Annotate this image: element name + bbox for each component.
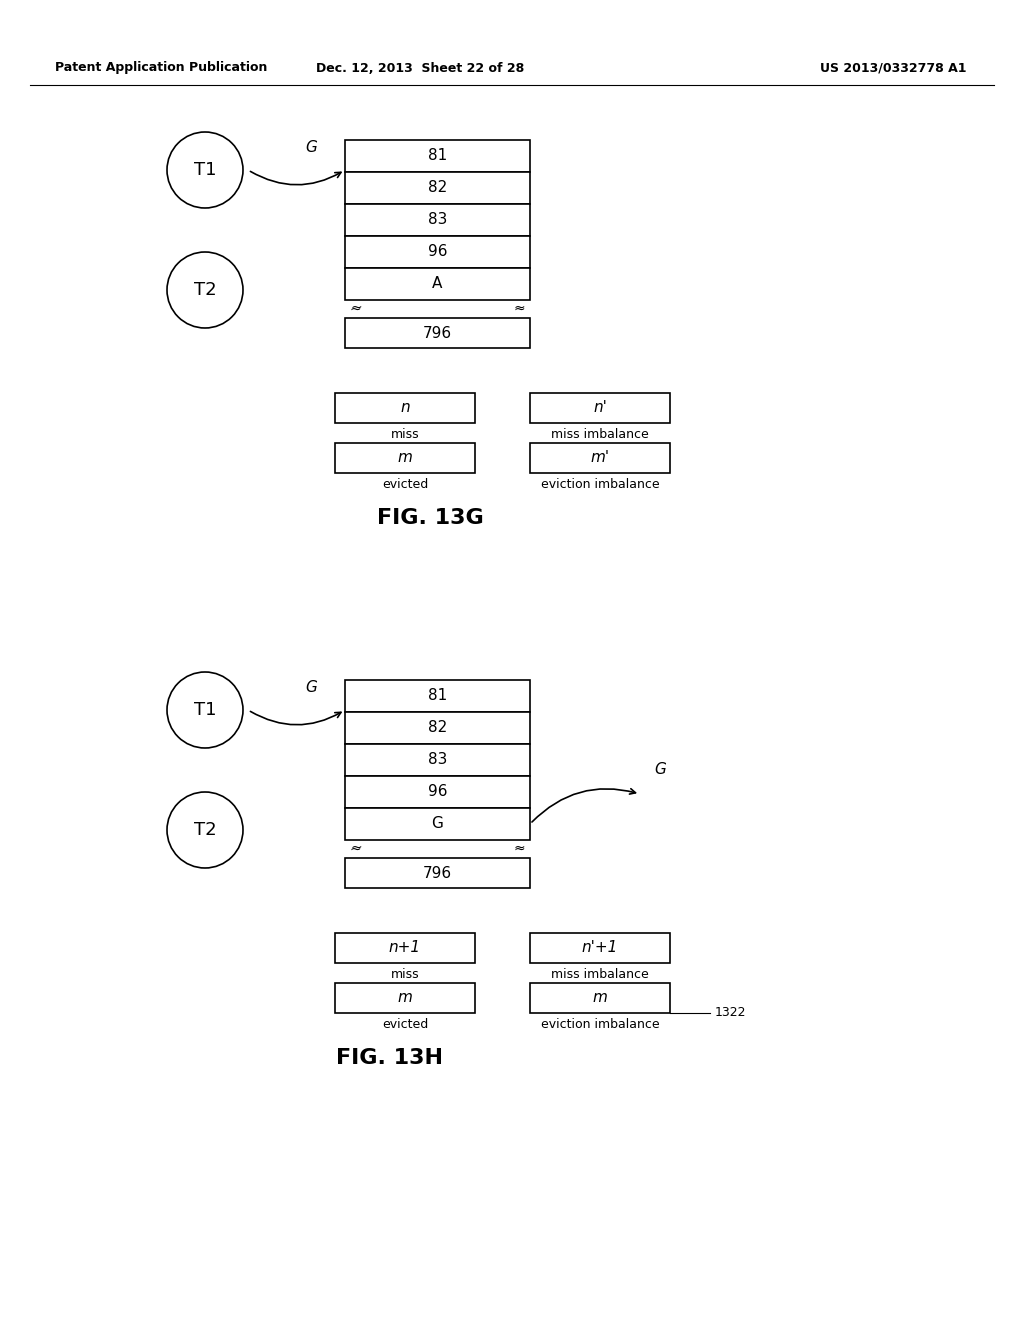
Text: 96: 96 xyxy=(428,244,447,260)
Text: ~: ~ xyxy=(350,843,361,857)
Bar xyxy=(530,393,670,422)
Text: m': m' xyxy=(591,450,609,466)
Circle shape xyxy=(167,672,243,748)
Text: eviction imbalance: eviction imbalance xyxy=(541,479,659,491)
Text: G: G xyxy=(305,140,317,156)
Text: 81: 81 xyxy=(428,149,447,164)
Bar xyxy=(345,680,530,711)
Bar xyxy=(345,776,530,808)
Text: G: G xyxy=(654,762,666,776)
Text: 83: 83 xyxy=(428,213,447,227)
Text: Dec. 12, 2013  Sheet 22 of 28: Dec. 12, 2013 Sheet 22 of 28 xyxy=(315,62,524,74)
Text: 96: 96 xyxy=(428,784,447,800)
Bar xyxy=(345,140,530,172)
Text: 83: 83 xyxy=(428,752,447,767)
Text: ~: ~ xyxy=(350,301,361,315)
Text: FIG. 13G: FIG. 13G xyxy=(377,508,483,528)
Text: 1322: 1322 xyxy=(715,1006,746,1019)
Text: T2: T2 xyxy=(194,281,216,300)
Text: A: A xyxy=(432,276,442,292)
Text: miss: miss xyxy=(391,969,419,982)
Bar xyxy=(345,711,530,744)
Bar xyxy=(335,444,475,473)
Bar xyxy=(530,444,670,473)
Bar xyxy=(345,205,530,236)
Text: n+1: n+1 xyxy=(389,940,421,956)
Text: n: n xyxy=(400,400,410,416)
Text: ~: ~ xyxy=(350,304,361,317)
Circle shape xyxy=(167,252,243,327)
Text: miss: miss xyxy=(391,429,419,441)
Text: 81: 81 xyxy=(428,689,447,704)
Bar xyxy=(530,983,670,1012)
Text: ~: ~ xyxy=(350,841,361,855)
Bar xyxy=(345,744,530,776)
Text: 82: 82 xyxy=(428,721,447,735)
Text: m: m xyxy=(593,990,607,1006)
Text: G: G xyxy=(431,817,443,832)
Bar xyxy=(345,808,530,840)
Bar xyxy=(335,933,475,964)
Bar xyxy=(345,318,530,348)
Text: miss imbalance: miss imbalance xyxy=(551,429,649,441)
Text: 796: 796 xyxy=(423,326,452,341)
Bar xyxy=(345,236,530,268)
Text: Patent Application Publication: Patent Application Publication xyxy=(55,62,267,74)
Text: 82: 82 xyxy=(428,181,447,195)
Circle shape xyxy=(167,792,243,869)
Bar xyxy=(335,393,475,422)
Text: ~: ~ xyxy=(513,304,525,317)
Text: eviction imbalance: eviction imbalance xyxy=(541,1019,659,1031)
Bar xyxy=(530,933,670,964)
Text: T1: T1 xyxy=(194,701,216,719)
Text: 796: 796 xyxy=(423,866,452,880)
Text: evicted: evicted xyxy=(382,1019,428,1031)
Text: miss imbalance: miss imbalance xyxy=(551,969,649,982)
Text: n': n' xyxy=(593,400,607,416)
Bar xyxy=(345,172,530,205)
Text: n'+1: n'+1 xyxy=(582,940,618,956)
Text: US 2013/0332778 A1: US 2013/0332778 A1 xyxy=(820,62,967,74)
Text: evicted: evicted xyxy=(382,479,428,491)
Text: T2: T2 xyxy=(194,821,216,840)
Text: ~: ~ xyxy=(513,843,525,857)
Text: T1: T1 xyxy=(194,161,216,180)
Text: m: m xyxy=(397,990,413,1006)
Text: FIG. 13H: FIG. 13H xyxy=(337,1048,443,1068)
Text: m: m xyxy=(397,450,413,466)
Bar xyxy=(345,268,530,300)
Text: ~: ~ xyxy=(513,301,525,315)
Bar xyxy=(335,983,475,1012)
Bar xyxy=(345,858,530,888)
Circle shape xyxy=(167,132,243,209)
Text: ~: ~ xyxy=(513,841,525,855)
Text: G: G xyxy=(305,681,317,696)
